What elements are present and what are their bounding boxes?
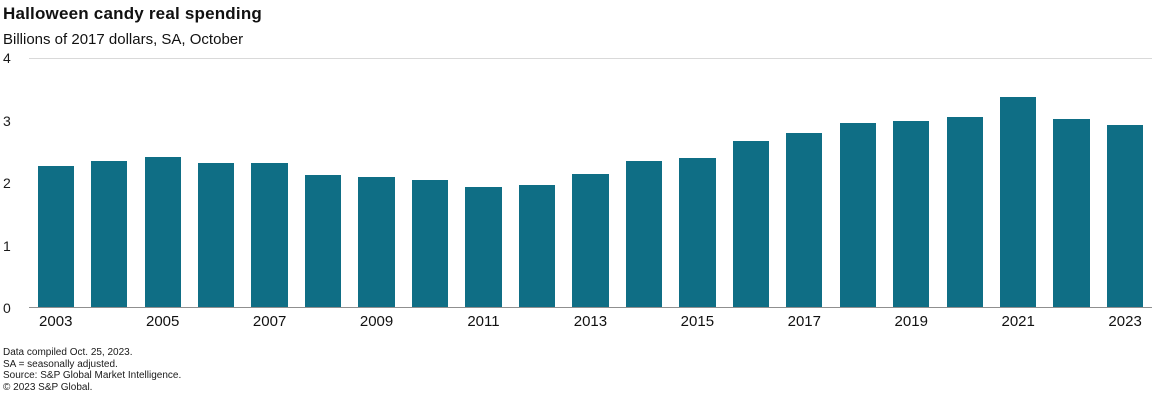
chart-title: Halloween candy real spending: [3, 4, 262, 23]
footnotes: Data compiled Oct. 25, 2023. SA = season…: [3, 347, 1152, 393]
y-tick-label: 1: [3, 237, 11, 254]
bar-2022: [1053, 119, 1090, 307]
bar-2014: [625, 160, 663, 307]
bar-slot: [189, 59, 242, 307]
x-axis-labels: 2003 2005 2007 2009 2011 2013 2015 2017 2019 2021…: [29, 308, 1152, 335]
x-tick-label: 2023: [1108, 313, 1142, 330]
x-tick-label: 2009: [359, 313, 394, 330]
bar-slot: [136, 59, 189, 307]
bar-2013: [572, 173, 609, 307]
bar-slot: [457, 59, 510, 307]
bar-slot: [510, 59, 563, 307]
bar-2019: [893, 121, 930, 307]
bar-slot: [243, 59, 296, 307]
bar-2006: [197, 162, 235, 307]
bar-slot: [82, 59, 135, 307]
chart-page: Halloween candy real spending Billions o…: [3, 4, 1152, 393]
plot-area: [29, 58, 1152, 308]
bar-2009: [358, 176, 395, 307]
bar-slot: [991, 59, 1044, 307]
x-tick-label: 2021: [1001, 313, 1035, 330]
bar-2007: [251, 162, 288, 307]
x-tick-label: 2017: [787, 313, 821, 330]
bar-2020: [946, 117, 983, 307]
bar-slot: [778, 59, 831, 307]
y-tick-label: 0: [3, 300, 11, 316]
y-tick-label: 4: [3, 50, 11, 66]
x-tick-label: 2019: [894, 313, 928, 330]
footnote-sa-definition: SA = seasonally adjusted.: [3, 358, 118, 370]
bar-2018: [839, 123, 876, 307]
bar-2023: [1106, 125, 1144, 307]
bar-slot: [671, 59, 724, 307]
bar-2016: [732, 141, 769, 307]
bar-slot: [296, 59, 349, 307]
y-tick-label: 3: [3, 112, 11, 129]
bar-2004: [91, 161, 128, 307]
bar-2010: [411, 179, 449, 307]
bar-slot: [617, 59, 670, 307]
bar-2005: [144, 156, 181, 307]
x-tick-label: 2011: [467, 313, 500, 330]
bar-slot: [831, 59, 884, 307]
bar-2011: [465, 187, 502, 307]
chart-subtitle: Billions of 2017 dollars, SA, October: [3, 31, 244, 48]
bar-slot: [724, 59, 777, 307]
bar-slot: [29, 59, 82, 307]
bar-slot: [1045, 59, 1098, 307]
bar-slot: [1098, 59, 1151, 307]
bar-2021: [1000, 97, 1037, 307]
footnote-compiled: Data compiled Oct. 25, 2023.: [3, 347, 133, 358]
y-tick-label: 2: [3, 175, 11, 191]
bar-2003: [37, 165, 74, 307]
bar-2008: [304, 174, 342, 307]
x-tick-label: 2003: [39, 313, 73, 330]
bar-2015: [679, 158, 716, 307]
x-tick-label: 2013: [573, 313, 608, 330]
bar-2017: [786, 132, 823, 307]
bar-slot: [564, 59, 617, 307]
bar-slot: [350, 59, 403, 307]
bar-2012: [518, 184, 556, 307]
footnote-copyright: © 2023 S&P Global.: [3, 381, 93, 393]
footnote-source: Source: S&P Global Market Intelligence.: [3, 370, 182, 381]
bar-slot: [885, 59, 938, 307]
bar-slot: [403, 59, 456, 307]
x-tick-label: 2007: [252, 313, 287, 330]
x-tick-label: 2015: [680, 313, 715, 330]
x-tick-label: 2005: [145, 313, 180, 330]
y-axis-labels: 0 1 2 3 4: [3, 50, 29, 316]
bar-slot: [938, 59, 991, 307]
